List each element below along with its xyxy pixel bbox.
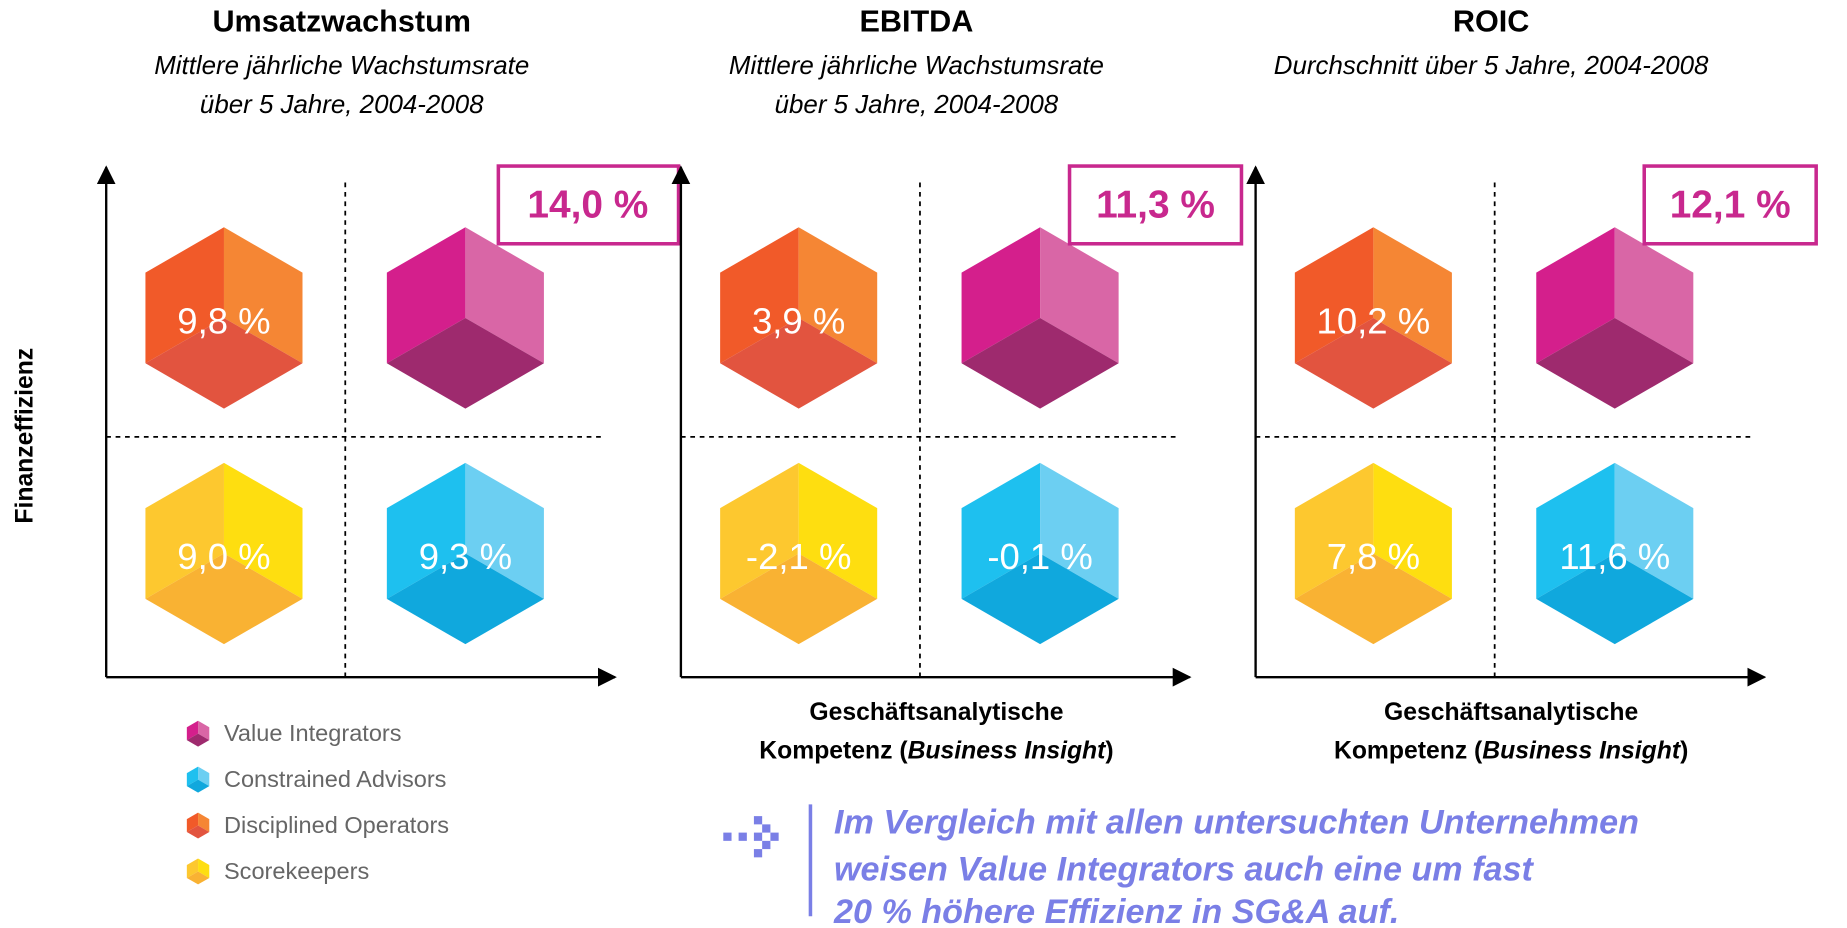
panel-subtitle: über 5 Jahre, 2004-2008 xyxy=(200,91,484,119)
x-axis-label: Geschäftsanalytische xyxy=(1384,699,1638,726)
legend-label: Scorekeepers xyxy=(224,858,369,884)
hexagon-constrained-advisors xyxy=(961,462,1119,645)
panel-title: ROIC xyxy=(1453,5,1530,39)
hex-face xyxy=(145,317,303,409)
hexagon-value-integrators xyxy=(961,227,1119,409)
x-axis-label: Kompetenz (Business Insight) xyxy=(759,737,1113,764)
hex-face xyxy=(1536,317,1694,409)
note-line: 20 % höhere Effizienz in SG&A auf. xyxy=(833,893,1399,928)
hex-face xyxy=(1536,227,1615,364)
value-label: -2,1 % xyxy=(746,536,852,577)
hex-face xyxy=(198,766,210,787)
hex-face xyxy=(386,317,544,409)
value-label: 11,3 % xyxy=(1096,184,1215,227)
panel-subtitle: über 5 Jahre, 2004-2008 xyxy=(775,91,1059,119)
hex-face xyxy=(1536,553,1694,645)
hex-face xyxy=(720,317,878,409)
hex-face xyxy=(961,317,1119,409)
hex-face xyxy=(186,871,210,885)
hex-face xyxy=(961,553,1119,645)
legend-icon xyxy=(186,812,210,839)
x-axis-label-part: Business Insight xyxy=(908,737,1108,764)
hexagon-constrained-advisors xyxy=(1536,462,1694,645)
value-label: 14,0 % xyxy=(527,184,648,227)
note-line: weisen Value Integrators auch eine um fa… xyxy=(834,850,1534,888)
legend-label: Value Integrators xyxy=(224,720,402,746)
legend-icon xyxy=(186,720,210,747)
value-label: 12,1 % xyxy=(1670,184,1791,227)
value-label: 9,8 % xyxy=(177,300,270,341)
hex-face xyxy=(1040,227,1119,364)
hexagon-value-integrators xyxy=(1536,227,1694,409)
hex-face xyxy=(198,720,210,741)
hex-face xyxy=(198,858,210,878)
hex-face xyxy=(386,553,544,645)
hex-face xyxy=(720,227,799,364)
value-label: -0,1 % xyxy=(987,536,1092,577)
hex-face xyxy=(186,779,210,793)
x-axis-label-part: ) xyxy=(1105,737,1113,764)
value-label: 10,2 % xyxy=(1317,300,1431,341)
value-box xyxy=(1067,164,1244,246)
legend-label: Constrained Advisors xyxy=(224,766,446,792)
panel-subtitle: Mittlere jährliche Wachstumsrate xyxy=(154,52,529,80)
value-label: 9,3 % xyxy=(419,536,512,577)
x-axis-label: Geschäftsanalytische xyxy=(809,699,1063,726)
legend-icon xyxy=(186,858,210,885)
hexagon-value-integrators xyxy=(386,227,544,409)
value-box xyxy=(1642,164,1818,246)
value-label: 9,0 % xyxy=(177,536,270,577)
panel-title: Umsatzwachstum xyxy=(212,5,471,39)
x-axis-label: Kompetenz (Business Insight) xyxy=(1334,737,1688,764)
x-axis-label-part: Kompetenz ( xyxy=(1334,737,1483,764)
note-icon xyxy=(723,816,779,858)
x-axis-label-part: Kompetenz ( xyxy=(759,737,908,764)
hex-face xyxy=(186,733,210,747)
x-axis-label-part: ) xyxy=(1680,737,1688,764)
y-axis-label: Finanzeffizienz xyxy=(12,348,39,524)
panel-title: EBITDA xyxy=(859,5,973,39)
hex-face xyxy=(186,825,210,839)
value-label: 3,9 % xyxy=(752,300,845,341)
hex-face xyxy=(720,553,878,645)
value-label: 11,6 % xyxy=(1559,536,1670,577)
value-box xyxy=(496,164,681,246)
hexagon-disciplined-operators xyxy=(720,227,878,409)
value-label: 7,8 % xyxy=(1327,536,1420,577)
panel-subtitle: Mittlere jährliche Wachstumsrate xyxy=(729,52,1104,80)
note-line: Im Vergleich mit allen untersuchten Unte… xyxy=(834,803,1639,841)
hex-face xyxy=(145,553,303,645)
legend-icon xyxy=(186,766,210,793)
legend-label: Disciplined Operators xyxy=(224,812,449,838)
panel-subtitle: Durchschnitt über 5 Jahre, 2004-2008 xyxy=(1274,52,1709,80)
x-axis-label-part: Business Insight xyxy=(1482,737,1682,764)
